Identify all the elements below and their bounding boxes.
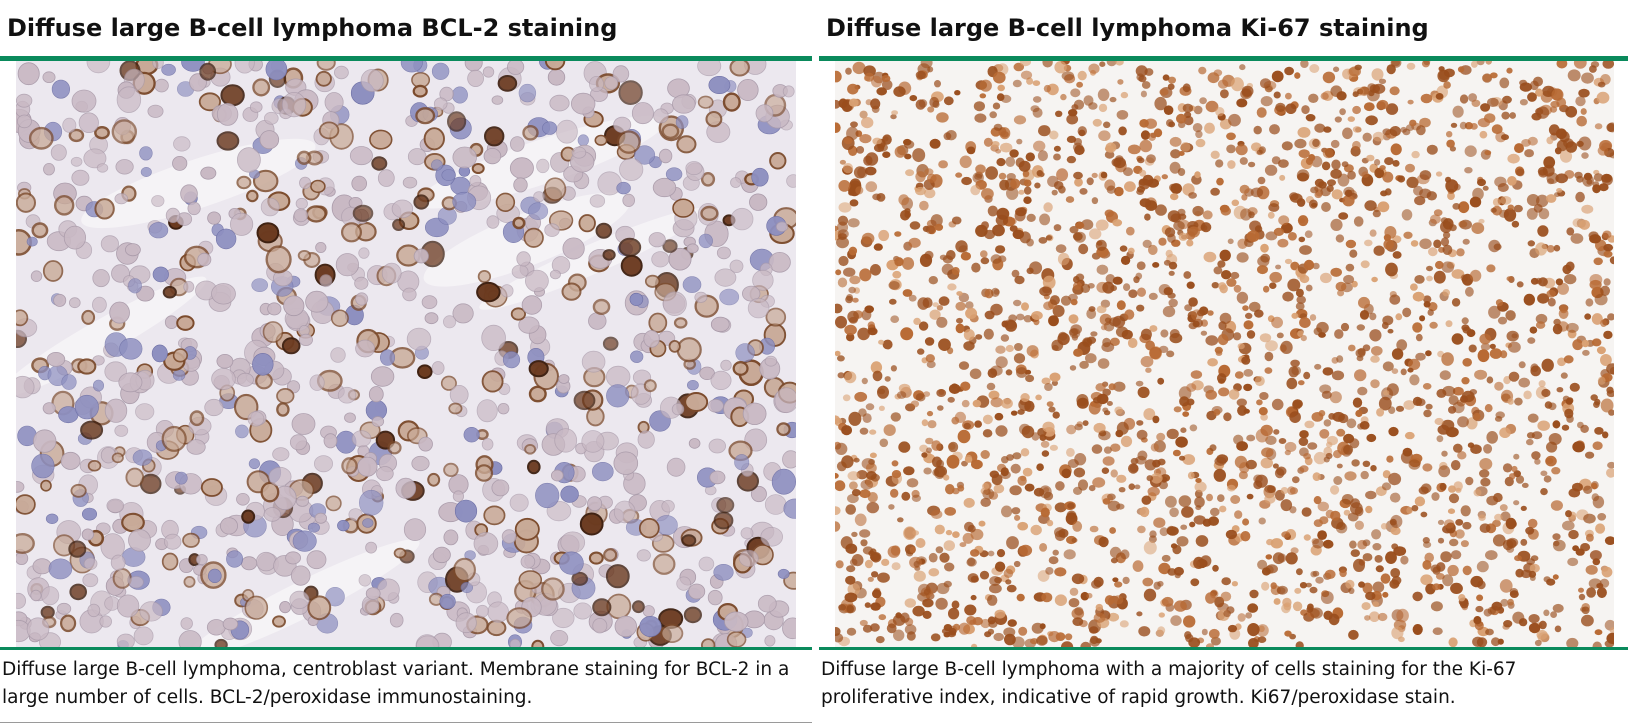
panel-caption: Diffuse large B-cell lymphoma, centrobla… [2,659,790,708]
image-bottom-rule [0,647,812,650]
image-bottom-rule [819,647,1628,650]
title-rule [819,56,1628,61]
ki67-micrograph [835,61,1614,647]
bcl2-micrograph [16,61,796,647]
panel-ki67: Diffuse large B-cell lymphoma Ki-67 stai… [819,0,1628,712]
ki67-micrograph-image [835,61,1614,647]
panel-bcl2: Diffuse large B-cell lymphoma BCL-2 stai… [0,0,812,723]
panel-caption: Diffuse large B-cell lymphoma with a maj… [821,659,1517,708]
panel-title: Diffuse large B-cell lymphoma BCL-2 stai… [7,14,618,42]
caption-rule [0,722,812,723]
bcl2-micrograph-image [16,61,796,647]
title-rule [0,56,812,61]
panel-title: Diffuse large B-cell lymphoma Ki-67 stai… [826,14,1429,42]
